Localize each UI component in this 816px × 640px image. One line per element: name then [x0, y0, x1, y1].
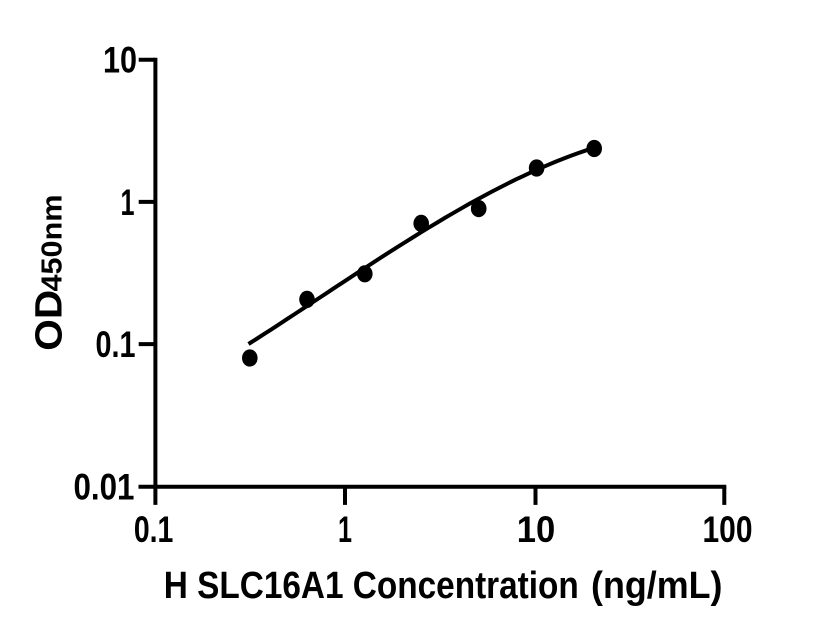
svg-text:1: 1	[338, 508, 352, 550]
svg-text:0.1: 0.1	[134, 508, 174, 550]
svg-text:0.1: 0.1	[96, 323, 136, 365]
svg-text:10: 10	[517, 508, 556, 550]
svg-text:OD: OD	[29, 290, 71, 351]
svg-text:10: 10	[103, 39, 137, 81]
svg-text:(ng/mL): (ng/mL)	[591, 564, 723, 606]
svg-text:0.01: 0.01	[74, 466, 135, 508]
svg-text:100: 100	[703, 508, 753, 550]
svg-text:1: 1	[121, 181, 135, 223]
svg-text:H SLC16A1 Concentration: H SLC16A1 Concentration	[164, 564, 579, 606]
svg-text:450nm: 450nm	[37, 195, 69, 292]
